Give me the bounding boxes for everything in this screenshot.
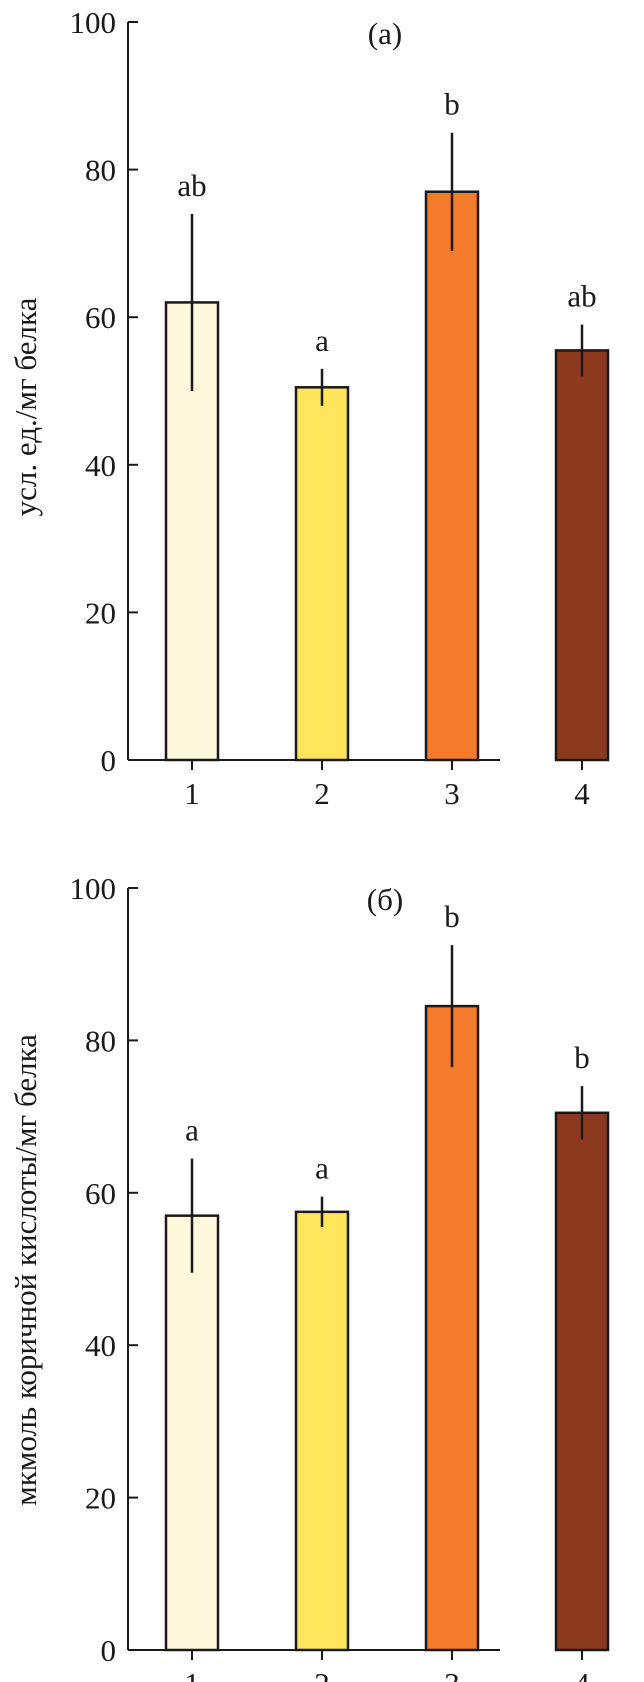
panel-title: (б) — [367, 882, 403, 917]
x-tick-label: 2 — [314, 776, 330, 811]
significance-label: a — [185, 1113, 199, 1148]
significance-label: a — [315, 1151, 329, 1186]
y-tick-label: 60 — [85, 300, 116, 335]
x-tick-label: 3 — [444, 1666, 460, 1682]
y-tick-label: 60 — [85, 1176, 116, 1211]
chart-panel-a: 0 20 40 60 80 100 усл. ед./мг белка (а) ab 1 a 2 b 3 a… — [8, 5, 610, 811]
significance-label: ab — [177, 168, 206, 203]
y-tick-label: 20 — [85, 595, 116, 630]
y-tick-label: 0 — [101, 1633, 117, 1668]
bar — [554, 1111, 610, 1652]
y-axis-title: мкмоль коричной кислоты/мг белка — [8, 1034, 43, 1506]
significance-label: ab — [567, 279, 596, 314]
significance-label: b — [444, 87, 460, 122]
x-tick-label: 1 — [184, 1666, 200, 1682]
x-tick-label: 4 — [574, 1666, 590, 1682]
y-tick-label: 80 — [85, 153, 116, 188]
x-tick-label: 4 — [574, 776, 590, 811]
bar — [424, 1004, 480, 1652]
y-tick-label: 100 — [70, 5, 117, 40]
bar — [424, 190, 480, 762]
y-tick-label: 40 — [85, 448, 116, 483]
significance-label: a — [315, 323, 329, 358]
y-tick-label: 0 — [101, 743, 117, 778]
panel-title: (а) — [368, 16, 402, 51]
bar — [294, 386, 350, 762]
chart-panel-b: 0 20 40 60 80 100 мкмоль коричной кислоты/мг б… — [8, 871, 610, 1682]
significance-label: b — [574, 1040, 590, 1075]
y-axis-title: усл. ед./мг белка — [8, 297, 43, 516]
y-tick-label: 100 — [70, 871, 117, 906]
x-tick-label: 3 — [444, 776, 460, 811]
x-tick-label: 2 — [314, 1666, 330, 1682]
bar — [164, 1214, 220, 1652]
y-tick-label: 80 — [85, 1023, 116, 1058]
y-tick-label: 40 — [85, 1328, 116, 1363]
bar — [294, 1210, 350, 1652]
significance-label: b — [444, 899, 460, 934]
bar — [554, 349, 610, 762]
x-tick-label: 1 — [184, 776, 200, 811]
y-tick-label: 20 — [85, 1481, 116, 1516]
